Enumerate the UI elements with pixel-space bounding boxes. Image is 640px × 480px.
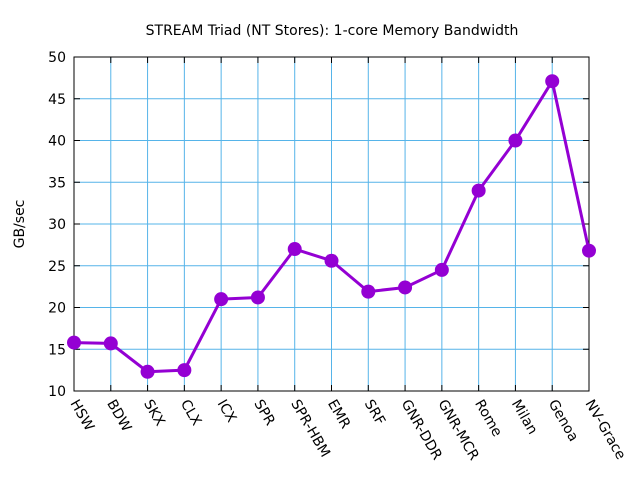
data-point	[287, 242, 302, 257]
x-tick-label: BDW	[103, 397, 134, 435]
x-tick-label: SKX	[140, 397, 168, 429]
data-point	[545, 74, 560, 89]
x-tick-label: EMR	[324, 397, 353, 432]
x-tick-label: Milan	[508, 397, 541, 437]
y-tick-label: 20	[48, 301, 66, 317]
data-point	[67, 335, 81, 350]
data-point	[324, 253, 339, 268]
data-point	[140, 364, 155, 379]
data-point	[582, 243, 596, 258]
data-point	[177, 363, 192, 378]
y-tick-label: 40	[48, 134, 66, 150]
x-tick-label: CLX	[177, 397, 205, 429]
x-tick-label: HSW	[67, 397, 98, 434]
y-tick-label: 50	[48, 50, 66, 66]
x-tick-label: Rome	[471, 397, 505, 440]
y-tick-label: 15	[48, 342, 66, 358]
data-series	[67, 74, 596, 379]
data-point	[398, 280, 413, 295]
x-tick-label: SPR	[250, 397, 278, 429]
grid	[73, 56, 590, 392]
data-point	[214, 292, 229, 307]
data-point	[250, 290, 265, 305]
y-tick-label: 10	[48, 384, 66, 400]
y-axis-label: GB/sec	[12, 200, 28, 249]
data-point	[434, 262, 449, 277]
y-tick-labels: 10 15 20 25 30 35 40 45 50	[48, 50, 66, 400]
x-tick-label: ICX	[214, 397, 240, 426]
data-point	[103, 336, 118, 351]
x-tick-label: NV-Grace	[582, 397, 629, 462]
x-tick-label: SRF	[361, 397, 388, 428]
chart-title: STREAM Triad (NT Stores): 1-core Memory …	[146, 23, 519, 39]
axes	[73, 56, 590, 392]
data-point	[361, 284, 376, 299]
y-tick-label: 45	[48, 92, 66, 108]
data-point	[471, 183, 486, 198]
y-tick-label: 25	[48, 259, 66, 275]
data-point	[508, 133, 523, 148]
x-tick-label: Genoa	[545, 397, 582, 444]
y-tick-label: 35	[48, 175, 66, 191]
y-tick-label: 30	[48, 217, 66, 233]
